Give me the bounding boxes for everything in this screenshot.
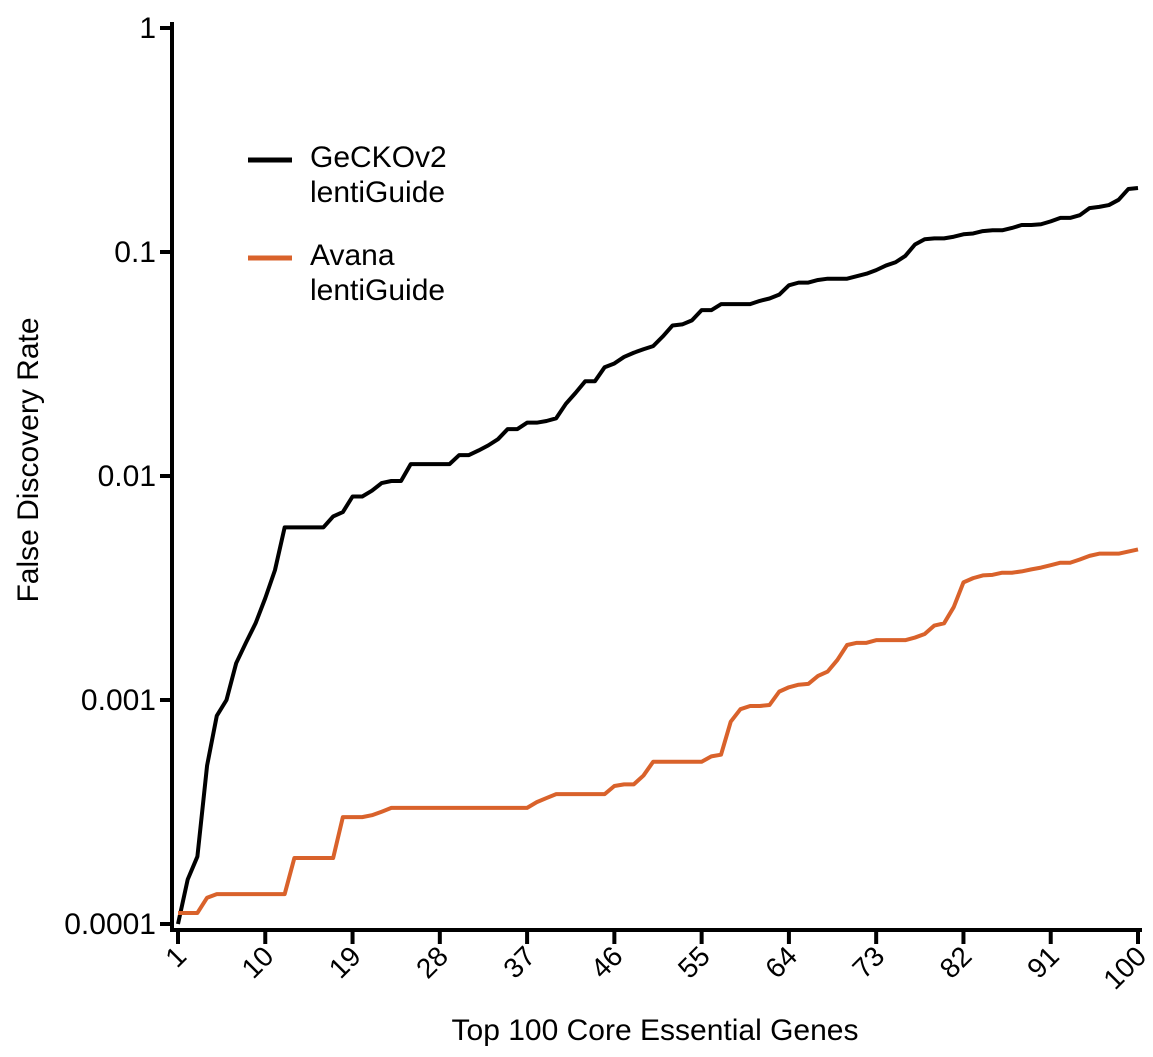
legend-label: GeCKOv2 lentiGuide [310,141,447,209]
line-series [178,547,1139,915]
x-tick-label: 64 [759,940,803,984]
x-tick-label: 46 [585,940,629,984]
x-tick-label: 37 [497,940,541,984]
x-tick-label: 91 [1021,940,1065,984]
legend-label: Avana lentiGuide [310,239,446,307]
x-tick-label: 19 [323,940,367,984]
x-tick-label: 10 [236,940,280,984]
x-tick-label: 82 [934,940,978,984]
x-axis-title: Top 100 Core Essential Genes [452,1014,859,1047]
y-tick-label: 0.001 [81,684,156,717]
line-series [176,186,1139,925]
y-axis-title: False Discovery Rate [12,317,45,602]
x-tick-label: 55 [672,940,716,984]
x-tick-label: 1 [159,940,192,973]
y-tick-label: 0.1 [114,236,156,269]
y-tick-label: 0.0001 [64,908,156,941]
x-tick-label: 28 [410,940,454,984]
y-tick-label: 0.01 [98,460,156,493]
y-tick-label: 1 [139,12,156,45]
x-tick-label: 73 [846,940,890,984]
x-tick-label: 100 [1097,940,1152,995]
